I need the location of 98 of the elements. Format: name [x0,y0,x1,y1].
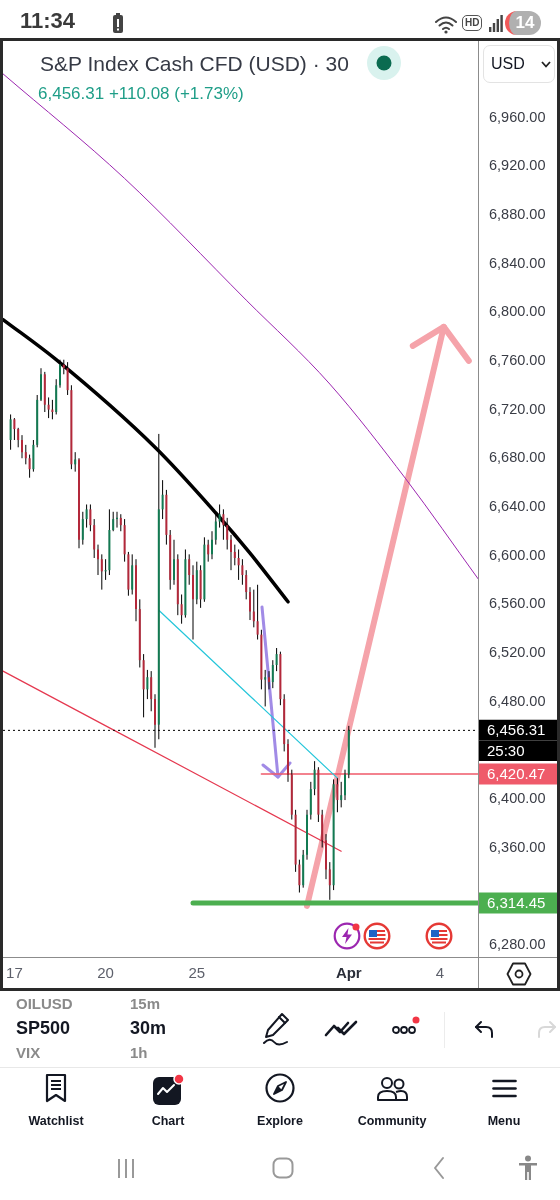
candlestick [24,444,27,465]
candlestick [218,503,221,529]
text: SP500 [16,1018,71,1038]
candlestick [78,457,80,549]
candlestick [226,517,229,550]
candlestick [150,670,153,712]
candlestick [40,367,42,402]
text: VIX [16,1044,41,1061]
candlestick [47,396,50,419]
candlestick [161,479,164,520]
text: HD [462,15,483,31]
candlestick [192,564,194,640]
candlestick [336,777,339,813]
candlestick [237,548,240,581]
candlestick [207,539,210,563]
candlestick [180,593,183,625]
series-label: 6,314.45 [487,893,546,911]
candlestick [85,503,88,529]
text: S&P Index Cash CFD (USD) · 30 [40,51,349,75]
candlestick [13,417,16,441]
candlestick [100,553,103,591]
x-tick-label: 17 [6,964,23,982]
y-tick-label: 6,920.00 [489,157,546,174]
text: 1h [130,1044,148,1061]
candlestick [271,659,274,689]
y-tick-label: 6,360.00 [489,838,546,855]
y-tick-label: 6,800.00 [489,303,546,320]
y-tick-label: 6,880.00 [489,205,546,222]
y-tick-label: 6,280.00 [489,935,546,952]
candlestick [9,413,12,451]
candlestick [328,861,331,901]
text: Watchlist [28,1114,84,1128]
candlestick [222,508,225,541]
candlestick [116,511,118,529]
candlestick [146,669,149,700]
candlestick [241,558,244,586]
candlestick [74,451,77,473]
candlestick [233,544,236,566]
candlestick [97,544,99,576]
candlestick [89,503,92,532]
text: 6,456.31 +110.08 (+1.73%) [38,84,244,103]
series-label: 6,420.47 [487,764,546,782]
candlestick [298,859,301,894]
candlestick [252,589,255,628]
candlestick [245,569,248,600]
text: Menu [487,1114,521,1128]
text: 30m [130,1018,167,1038]
candlestick [313,760,316,796]
text: 11:34 [20,8,76,33]
candlestick [256,584,259,640]
candlestick [173,539,175,586]
text: Explore [257,1114,303,1128]
y-tick-label: 6,680.00 [489,449,546,466]
x-tick-label: 4 [435,964,445,982]
text: 25:30 [479,741,557,761]
y-tick-label: 6,960.00 [489,108,546,125]
text: 14 [505,11,541,35]
y-tick-label: 6,520.00 [489,643,546,660]
candlestick [249,586,251,621]
candlestick [268,670,270,690]
y-tick-label: 6,760.00 [489,351,546,368]
candlestick [21,434,23,459]
text: 15m [130,995,161,1012]
text: Community [357,1114,427,1128]
y-tick-label: 6,600.00 [489,546,546,563]
candlestick [188,553,191,586]
y-tick-label: 6,400.00 [489,789,546,806]
candlestick [306,809,308,861]
candlestick [211,530,213,560]
candlestick [66,361,69,396]
candlestick [340,781,343,808]
candlestick [275,647,278,672]
candlestick [28,454,31,479]
line-series [2,73,479,580]
ref-line-label: 6,456.31 [487,721,546,738]
y-tick-label: 6,720.00 [489,400,546,417]
candlestick [230,534,232,571]
x-tick-label: 25 [188,964,206,982]
y-tick-label: 6,640.00 [489,497,546,514]
candlestick [81,511,84,546]
candlestick [112,511,115,532]
text: OILUSD [16,995,73,1012]
candlestick [344,769,346,801]
text: USD [491,55,525,72]
y-tick-label: 6,480.00 [489,692,546,709]
candlestick [214,513,217,546]
candlestick [287,738,289,783]
text: Chart [151,1114,185,1128]
x-tick-label: 20 [97,964,114,982]
y-tick-label: 6,840.00 [489,254,546,271]
candlestick [325,833,327,880]
candlestick [59,359,61,389]
candlestick [17,427,20,448]
x-tick-label: Apr [335,964,362,982]
y-tick-label: 6,560.00 [489,595,546,612]
candlestick [264,669,267,707]
candlestick [135,558,137,622]
candlestick [104,558,107,581]
